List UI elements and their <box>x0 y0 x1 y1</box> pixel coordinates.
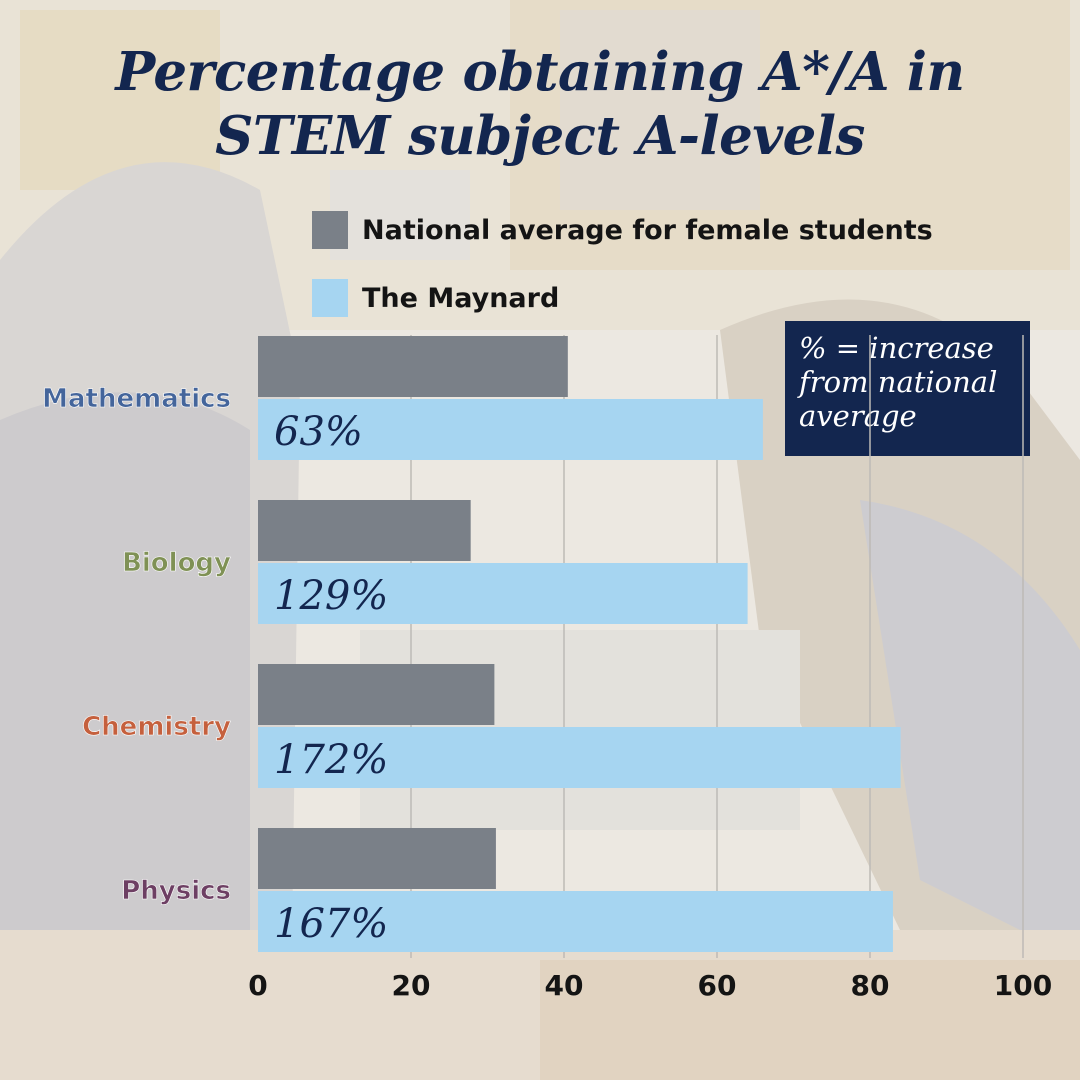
bar-label-physics: 167% <box>274 901 388 947</box>
category-label-chemistry: Chemistry <box>82 712 231 742</box>
bar-biology-national <box>258 500 471 561</box>
x-tick-label-40: 40 <box>545 969 584 1002</box>
x-tick-label-20: 20 <box>392 969 431 1002</box>
x-tick-label-0: 0 <box>248 969 267 1002</box>
bar-chemistry-maynard <box>258 727 901 788</box>
chart-title: Percentage obtaining A*/A in STEM subjec… <box>0 40 1080 168</box>
bar-label-mathematics: 63% <box>274 409 363 455</box>
bar-biology-maynard <box>258 563 748 624</box>
chart-title-line-2: STEM subject A-levels <box>215 105 865 167</box>
legend-item-maynard: The Maynard <box>312 278 933 318</box>
category-label-biology: Biology <box>122 548 231 578</box>
bar-label-biology: 129% <box>274 573 388 619</box>
legend: National average for female students The… <box>312 210 933 346</box>
increase-note-box: % = increase from national average <box>785 321 1030 456</box>
legend-swatch-national <box>312 211 348 249</box>
x-tick-label-100: 100 <box>994 969 1052 1002</box>
legend-label-maynard: The Maynard <box>362 282 560 314</box>
note-line-2: from national <box>799 365 998 399</box>
bar-mathematics-maynard <box>258 399 763 460</box>
x-tick-label-60: 60 <box>698 969 737 1002</box>
category-label-physics: Physics <box>121 876 231 906</box>
legend-swatch-maynard <box>312 279 348 317</box>
note-line-3: average <box>799 399 917 433</box>
bar-chemistry-national <box>258 664 495 725</box>
legend-label-national: National average for female students <box>362 214 933 246</box>
note-line-1: % = increase <box>799 331 994 365</box>
chart-title-line-1: Percentage obtaining A*/A in <box>115 41 965 103</box>
bar-label-chemistry: 172% <box>274 737 388 783</box>
category-label-mathematics: Mathematics <box>42 384 231 414</box>
legend-item-national: National average for female students <box>312 210 933 250</box>
bar-physics-national <box>258 828 496 889</box>
bar-physics-maynard <box>258 891 893 952</box>
x-tick-label-80: 80 <box>851 969 890 1002</box>
bar-mathematics-national <box>258 336 568 397</box>
